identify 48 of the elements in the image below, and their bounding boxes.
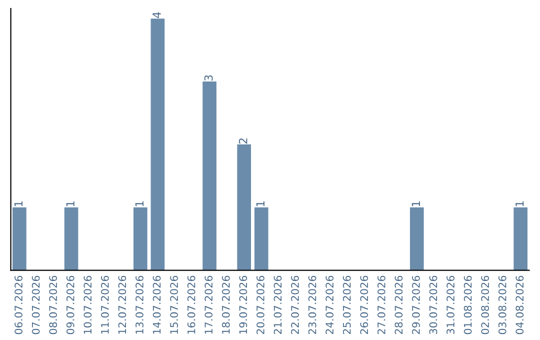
x-tick-label: 01.08.2026	[464, 276, 472, 334]
bar	[254, 207, 268, 270]
bar	[133, 207, 148, 270]
x-tick-label: 04.08.2026	[516, 276, 524, 334]
data-label: 1	[135, 201, 144, 206]
x-tick-label: 16.07.2026	[187, 276, 196, 334]
x-tick-label: 31.07.2026	[446, 276, 454, 334]
x-tick-label: 22.07.2026	[291, 276, 299, 334]
x-tick-label: 08.07.2026	[49, 276, 58, 334]
x-tick-label: 07.07.2026	[32, 276, 40, 334]
bar	[237, 144, 251, 270]
x-tick-label: 19.07.2026	[239, 276, 248, 334]
x-tick-label: 30.07.2026	[429, 276, 438, 334]
x-tick-label: 03.08.2026	[498, 276, 506, 334]
x-tick-label: 18.07.2026	[222, 276, 230, 334]
bar	[202, 82, 216, 270]
x-tick-label: 28.07.2026	[394, 276, 403, 334]
x-tick-label: 27.07.2026	[377, 276, 386, 334]
x-tick-label: 24.07.2026	[326, 276, 334, 334]
x-tick-label: 26.07.2026	[360, 276, 368, 334]
bar	[514, 207, 528, 270]
data-label: 1	[412, 201, 420, 206]
x-tick-label: 29.07.2026	[412, 276, 420, 334]
bar	[64, 207, 78, 270]
x-tick-label: 10.07.2026	[84, 276, 92, 334]
x-tick-label: 09.07.2026	[66, 276, 74, 334]
x-tick-label: 20.07.2026	[256, 276, 264, 334]
x-tick-label: 23.07.2026	[308, 276, 316, 334]
bar	[12, 207, 26, 270]
x-tick-label: 21.07.2026	[274, 276, 282, 334]
data-label: 1	[256, 201, 264, 206]
x-tick-label: 02.08.2026	[481, 276, 490, 334]
data-label: 1	[14, 201, 23, 206]
x-tick-label: 12.07.2026	[118, 276, 126, 334]
x-tick-label: 13.07.2026	[136, 276, 144, 334]
data-label: 2	[238, 138, 248, 144]
x-tick-label: 11.07.2026	[100, 276, 109, 334]
bar	[150, 18, 165, 270]
data-label: 1	[516, 201, 524, 206]
x-tick-label: 17.07.2026	[204, 276, 213, 334]
data-label: 1	[66, 201, 74, 206]
x-tick-label: 15.07.2026	[170, 276, 178, 334]
data-label: 3	[204, 75, 213, 81]
data-label: 4	[152, 12, 161, 18]
x-tick-label: 06.07.2026	[14, 276, 22, 334]
x-tick-label: 14.07.2026	[152, 276, 161, 334]
x-tick-label: 25.07.2026	[342, 276, 351, 334]
bar	[410, 207, 424, 270]
